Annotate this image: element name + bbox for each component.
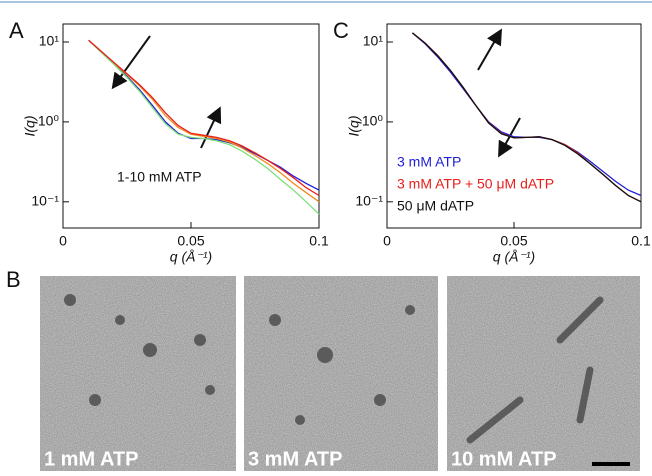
data-line	[88, 39, 320, 215]
micrograph: 3 mM ATP	[244, 276, 438, 471]
y-tick-label: 10¹	[39, 33, 60, 49]
panel-label: C	[333, 18, 349, 43]
y-axis-label: I(q)	[346, 116, 362, 137]
y-tick-label: 10¹	[363, 33, 384, 49]
panel-label: A	[9, 18, 24, 43]
x-axis-label: q (Å⁻¹)	[493, 249, 535, 265]
micrographs: B 1 mM ATP 3 mM ATP 10 mM ATP	[6, 267, 640, 471]
legend-entry: 50 μM dATP	[397, 198, 474, 214]
panel-label: B	[6, 267, 21, 292]
data-line	[88, 39, 320, 197]
micrograph-label: 1 mM ATP	[44, 448, 138, 470]
y-tick-label: 10⁻¹	[31, 193, 59, 209]
x-tick-label: 0.1	[309, 233, 329, 249]
y-tick-label: 10⁻¹	[355, 193, 383, 209]
data-line	[411, 32, 642, 197]
data-line	[88, 39, 320, 191]
data-line	[88, 39, 320, 203]
x-tick-label: 0	[59, 233, 67, 249]
micrograph-label: 3 mM ATP	[248, 448, 342, 470]
x-axis-label: q (Å⁻¹)	[170, 249, 212, 265]
arrows	[111, 28, 521, 158]
annotation: 1-10 mM ATP	[117, 169, 202, 185]
micrograph: 10 mM ATP	[447, 276, 640, 471]
plot-frame	[62, 23, 320, 229]
legend-entry: 3 mM ATP	[397, 154, 461, 170]
legend-entry: 3 mM ATP + 50 μM dATP	[397, 176, 554, 192]
x-tick-label: 0.05	[500, 233, 527, 249]
chart: A 0 0.05 0.1 10⁻¹ 10⁰ 10¹ q (Å⁻¹) I(q) 1-10 mM AT…	[9, 18, 329, 265]
chart: C 0 0.05 0.1 10⁻¹ 10⁰ 10¹ q (Å⁻¹) I(q) 3 mM ATP 3 …	[333, 18, 651, 265]
x-tick-label: 0.05	[177, 233, 204, 249]
micrograph-label: 10 mM ATP	[451, 448, 557, 470]
y-tick-label: 10⁰	[38, 113, 60, 129]
y-tick-label: 10⁰	[362, 113, 384, 129]
x-tick-label: 0	[383, 233, 391, 249]
x-tick-label: 0.1	[631, 233, 651, 249]
data-line	[411, 32, 642, 203]
y-axis-label: I(q)	[22, 116, 38, 137]
micrograph: 1 mM ATP	[40, 276, 236, 471]
